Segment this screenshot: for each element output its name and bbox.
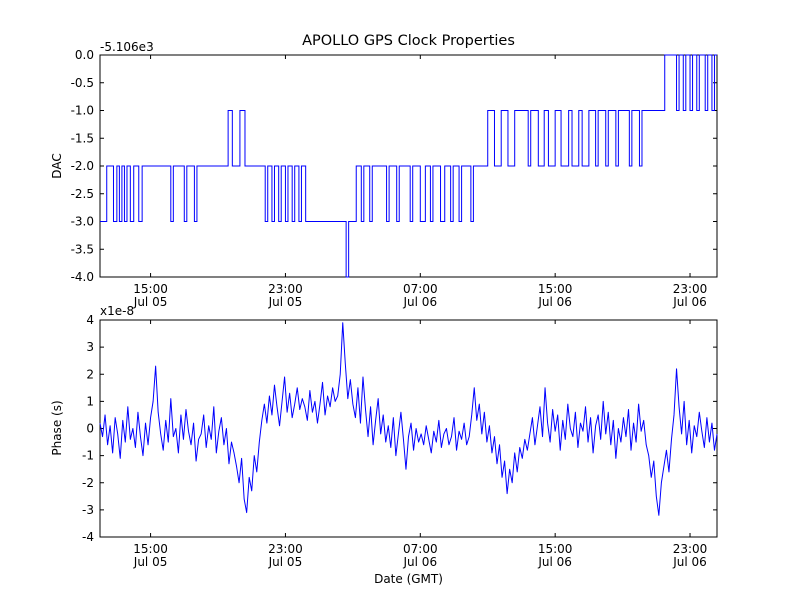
y-tick-label: -3.0 <box>71 215 94 229</box>
x-tick-label-time: 15:00 <box>538 542 573 556</box>
y-tick-label: -4 <box>82 530 94 544</box>
x-tick-label-time: 23:00 <box>268 542 303 556</box>
y-tick-label: -2 <box>82 476 94 490</box>
y-tick-label: 2 <box>86 367 94 381</box>
y-tick-label: -1.5 <box>71 131 94 145</box>
y-tick-label: 1 <box>86 394 94 408</box>
dac-step-line <box>100 54 717 278</box>
y-tick-label: -2.5 <box>71 187 94 201</box>
y-tick-label: -2.0 <box>71 159 94 173</box>
y-tick-label: 0.0 <box>75 48 94 62</box>
y-tick-label: -1.0 <box>71 104 94 118</box>
x-tick-label-date: Jul 05 <box>133 555 168 569</box>
x-tick-label-time: 15:00 <box>133 282 168 296</box>
x-tick-label-time: 07:00 <box>403 542 438 556</box>
phase-axis-multiplier-label: x1e-8 <box>100 304 135 318</box>
x-tick-label-time: 23:00 <box>673 542 708 556</box>
y-tick-label: 4 <box>86 313 94 327</box>
dac-axis-offset-label: -5.106e3 <box>100 40 154 54</box>
y-tick-label: 3 <box>86 340 94 354</box>
x-tick-label-time: 15:00 <box>538 282 573 296</box>
y-tick-label: -4.0 <box>71 270 94 284</box>
x-tick-label-date: Jul 06 <box>672 295 707 309</box>
y-tick-label: -3.5 <box>71 242 94 256</box>
x-tick-label-date: Jul 06 <box>537 555 572 569</box>
x-tick-label-date: Jul 06 <box>537 295 572 309</box>
y-tick-label: -0.5 <box>71 76 94 90</box>
x-tick-label-time: 23:00 <box>268 282 303 296</box>
x-tick-label-time: 23:00 <box>673 282 708 296</box>
y-tick-label: -3 <box>82 503 94 517</box>
x-tick-label-date: Jul 05 <box>133 295 168 309</box>
phase-axis-label: Phase (s) <box>50 400 64 456</box>
y-tick-label: -1 <box>82 449 94 463</box>
x-tick-label-date: Jul 06 <box>672 555 707 569</box>
y-tick-label: 0 <box>86 422 94 436</box>
dac-axis-label: DAC <box>50 153 64 179</box>
x-tick-label-time: 15:00 <box>133 542 168 556</box>
chart-title: APOLLO GPS Clock Properties <box>302 33 515 49</box>
phase-noise-line <box>99 322 718 516</box>
x-tick-label-date: Jul 05 <box>268 555 303 569</box>
x-tick-label-date: Jul 06 <box>403 295 438 309</box>
x-tick-label-time: 07:00 <box>403 282 438 296</box>
x-axis-label: Date (GMT) <box>374 572 443 586</box>
x-tick-label-date: Jul 05 <box>268 295 303 309</box>
x-tick-label-date: Jul 06 <box>403 555 438 569</box>
